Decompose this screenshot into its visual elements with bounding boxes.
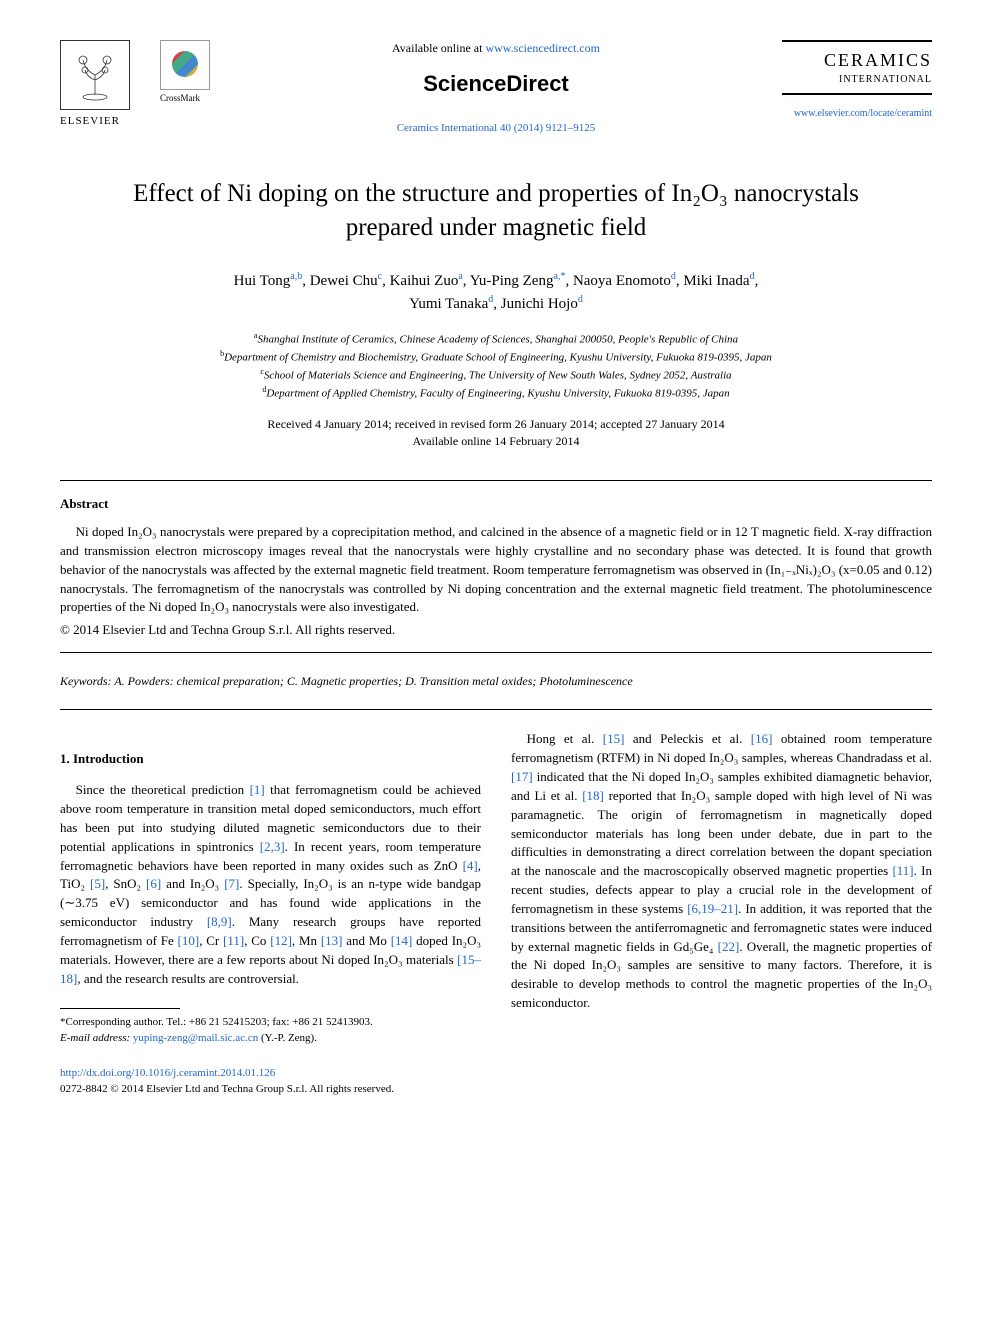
dates-received: Received 4 January 2014; received in rev… (267, 417, 724, 431)
author-5: , Naoya Enomoto (565, 273, 670, 289)
crossmark-label: CrossMark (160, 92, 210, 105)
author-6: , Miki Inada (676, 273, 750, 289)
corresponding-footnote: *Corresponding author. Tel.: +86 21 5241… (60, 1015, 481, 1046)
page-footer: http://dx.doi.org/10.1016/j.ceramint.201… (60, 1066, 932, 1097)
issn-copyright: 0272-8842 © 2014 Elsevier Ltd and Techna… (60, 1083, 394, 1095)
ref-7[interactable]: [7] (224, 876, 239, 891)
ref-8-9[interactable]: [8,9] (207, 914, 232, 929)
author-4: , Yu-Ping Zeng (463, 273, 554, 289)
author-1-aff[interactable]: a,b (290, 271, 302, 282)
corr-author-line: *Corresponding author. Tel.: +86 21 5241… (60, 1015, 481, 1030)
ref-1[interactable]: [1] (250, 782, 265, 797)
header: ELSEVIER CrossMark Available online at w… (60, 40, 932, 137)
crossmark-icon (160, 40, 210, 90)
ref-12[interactable]: [12] (270, 933, 292, 948)
abstract-heading: Abstract (60, 495, 932, 513)
aff-b: Department of Chemistry and Biochemistry… (224, 352, 772, 364)
ref-17[interactable]: [17] (511, 769, 533, 784)
footnote-rule (60, 1008, 180, 1009)
email-suffix: (Y.-P. Zeng). (258, 1032, 317, 1044)
ref-11b[interactable]: [11] (892, 863, 913, 878)
authors: Hui Tonga,b, Dewei Chuc, Kaihui Zuoa, Yu… (60, 269, 932, 316)
intro-p1: Since the theoretical prediction [1] tha… (60, 781, 481, 988)
dates-online: Available online 14 February 2014 (412, 434, 579, 448)
column-right: Hong et al. [15] and Peleckis et al. [16… (511, 730, 932, 1046)
elsevier-label: ELSEVIER (60, 114, 130, 129)
column-left: 1. Introduction Since the theoretical pr… (60, 730, 481, 1046)
journal-name-main: CERAMICS (782, 48, 932, 73)
ref-5[interactable]: [5] (90, 876, 105, 891)
aff-c: School of Materials Science and Engineer… (264, 370, 732, 382)
affiliations: aShanghai Institute of Ceramics, Chinese… (60, 330, 932, 403)
journal-homepage-link[interactable]: www.elsevier.com/locate/ceramint (794, 108, 932, 119)
journal-name-sub: INTERNATIONAL (782, 73, 932, 87)
journal-logo: CERAMICS INTERNATIONAL (782, 40, 932, 95)
ref-4[interactable]: [4] (463, 858, 478, 873)
doi-link[interactable]: http://dx.doi.org/10.1016/j.ceramint.201… (60, 1067, 275, 1079)
corr-email-link[interactable]: yuping-zeng@mail.sic.ac.cn (133, 1032, 258, 1044)
ref-18[interactable]: [18] (582, 788, 604, 803)
ref-10[interactable]: [10] (178, 933, 200, 948)
keywords-text: A. Powders: chemical preparation; C. Mag… (112, 674, 633, 688)
intro-heading: 1. Introduction (60, 750, 481, 769)
intro-p2: Hong et al. [15] and Peleckis et al. [16… (511, 730, 932, 1013)
header-center: Available online at www.sciencedirect.co… (210, 40, 782, 137)
ref-6-19-21[interactable]: [6,19–21] (687, 901, 738, 916)
author-8: , Junichi Hojo (493, 296, 578, 312)
elsevier-logo: ELSEVIER (60, 40, 130, 129)
author-1: Hui Tong (234, 273, 291, 289)
ref-13[interactable]: [13] (321, 933, 343, 948)
author-8-aff[interactable]: d (578, 294, 583, 305)
available-online: Available online at www.sciencedirect.co… (230, 40, 762, 57)
header-right: CERAMICS INTERNATIONAL www.elsevier.com/… (782, 40, 932, 123)
article-dates: Received 4 January 2014; received in rev… (60, 416, 932, 450)
keywords-label: Keywords: (60, 674, 112, 688)
ref-11[interactable]: [11] (223, 933, 244, 948)
abstract-copyright: © 2014 Elsevier Ltd and Techna Group S.r… (60, 621, 932, 639)
elsevier-tree-icon (60, 40, 130, 110)
author-7: Yumi Tanaka (409, 296, 488, 312)
email-label: E-mail address: (60, 1032, 133, 1044)
aff-a: Shanghai Institute of Ceramics, Chinese … (257, 333, 738, 345)
body-columns: 1. Introduction Since the theoretical pr… (60, 730, 932, 1046)
sciencedirect-link[interactable]: www.sciencedirect.com (485, 41, 600, 55)
ref-22[interactable]: [22] (718, 939, 740, 954)
author-comma: , (755, 273, 759, 289)
divider-top (60, 480, 932, 481)
crossmark-badge[interactable]: CrossMark (160, 40, 210, 105)
author-3: , Kaihui Zuo (382, 273, 458, 289)
ref-14[interactable]: [14] (391, 933, 413, 948)
article-title: Effect of Ni doping on the structure and… (100, 177, 892, 245)
ref-16[interactable]: [16] (751, 731, 773, 746)
citation-link[interactable]: Ceramics International 40 (2014) 9121–91… (397, 122, 596, 134)
sciencedirect-logo: ScienceDirect (230, 69, 762, 100)
keywords: Keywords: A. Powders: chemical preparati… (60, 673, 932, 690)
abstract-text: Ni doped In₂O₃ nanocrystals were prepare… (60, 523, 932, 617)
ref-2-3[interactable]: [2,3] (260, 839, 285, 854)
avail-prefix: Available online at (392, 41, 485, 55)
ref-15b[interactable]: [15] (603, 731, 625, 746)
aff-d: Department of Applied Chemistry, Faculty… (266, 388, 729, 400)
corr-email-line: E-mail address: yuping-zeng@mail.sic.ac.… (60, 1031, 481, 1046)
header-left: ELSEVIER CrossMark (60, 40, 210, 129)
ref-6[interactable]: [6] (146, 876, 161, 891)
divider-mid (60, 652, 932, 653)
author-2: , Dewei Chu (302, 273, 377, 289)
divider-bottom (60, 709, 932, 710)
